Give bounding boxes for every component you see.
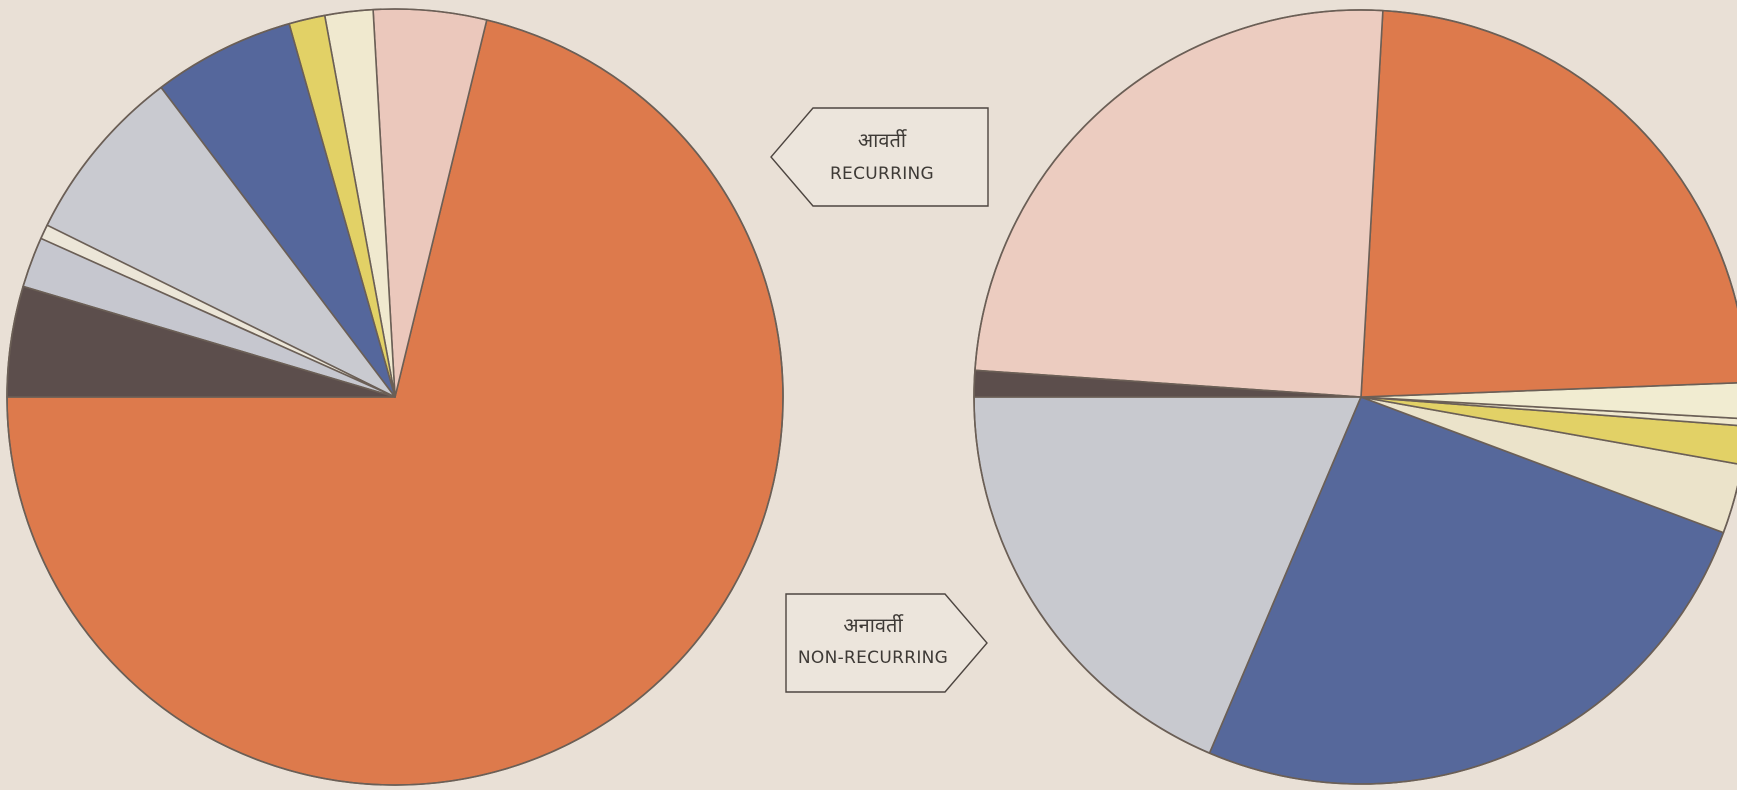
recurring-label-hindi: आवर्ती xyxy=(858,128,907,152)
pie-right-slice-4 xyxy=(1360,396,1737,465)
pie-right-slice-5 xyxy=(1360,396,1737,427)
pie-chart-right xyxy=(973,9,1737,785)
non-recurring-label-hindi: अनावर्ती xyxy=(843,613,903,637)
pie-chart-left xyxy=(6,8,784,786)
recurring-arrow-tag xyxy=(770,107,989,207)
pie-left-outline xyxy=(6,8,784,786)
pie-right-outline xyxy=(973,9,1737,785)
recurring-label-english: RECURRING xyxy=(830,164,934,184)
pie-right-slice-7 xyxy=(1360,9,1737,398)
pie-right-slice-6 xyxy=(1360,382,1737,420)
non-recurring-label-english: NON-RECURRING xyxy=(798,648,948,668)
non-recurring-arrow-tag xyxy=(785,593,988,693)
non-recurring-label: अनावर्ती NON-RECURRING xyxy=(785,593,988,693)
pie-right-slice-8 xyxy=(974,9,1384,398)
recurring-label: आवर्ती RECURRING xyxy=(770,107,989,207)
